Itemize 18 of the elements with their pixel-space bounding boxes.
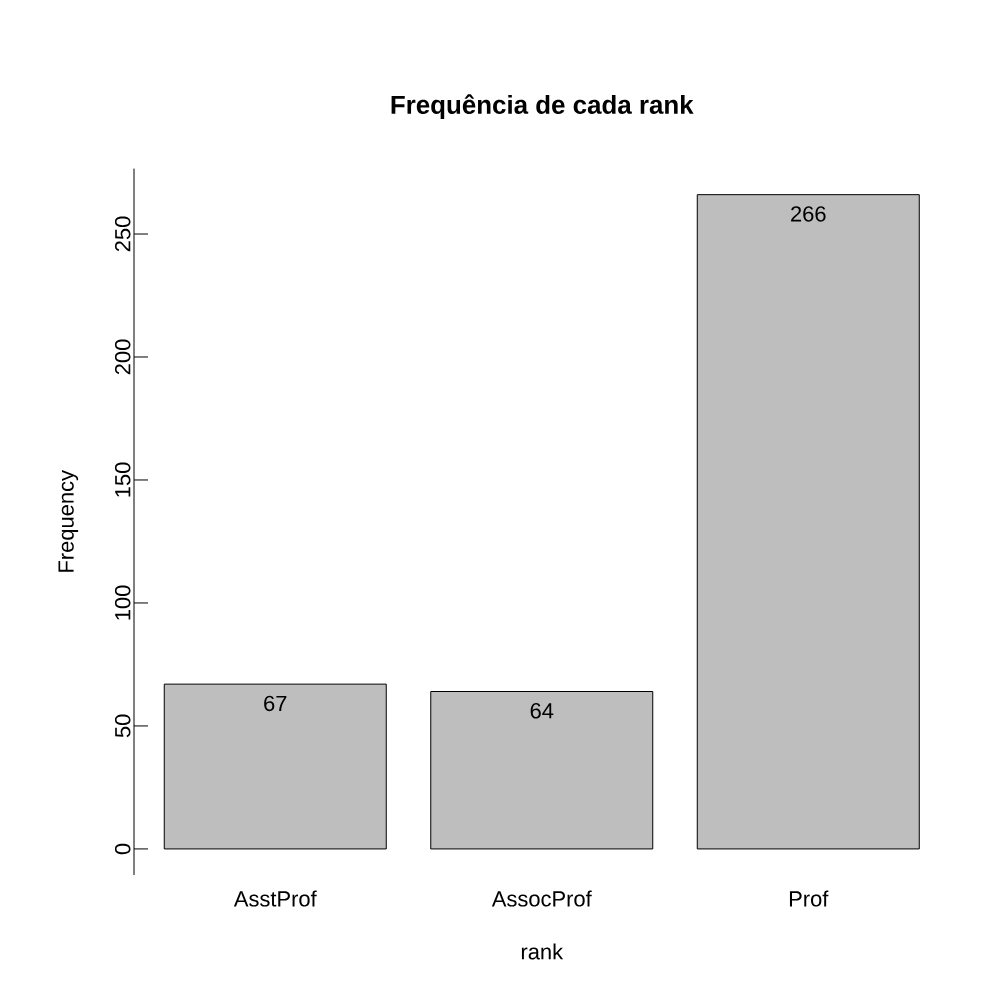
chart-title: Frequência de cada rank (391, 94, 694, 120)
y-tick-label: 250 (114, 216, 131, 252)
x-tick-label: AsstProf (233, 890, 317, 907)
data-label: 266 (791, 206, 826, 222)
x-tick-label: AssocProf (491, 890, 592, 907)
x-axis-title: rank (521, 943, 564, 960)
bar (430, 691, 654, 850)
y-tick-label: 150 (114, 462, 131, 497)
x-tick-label: Prof (789, 890, 829, 907)
data-label: 67 (264, 695, 287, 712)
bar (163, 683, 387, 850)
y-tick-label: 50 (114, 714, 131, 738)
bar (696, 194, 920, 850)
data-label: 64 (530, 703, 554, 719)
y-tick-label: 200 (114, 339, 131, 375)
y-tick-label: 100 (114, 585, 131, 620)
y-tick-label: 0 (114, 843, 131, 855)
y-axis-title: Frequency (58, 470, 79, 572)
